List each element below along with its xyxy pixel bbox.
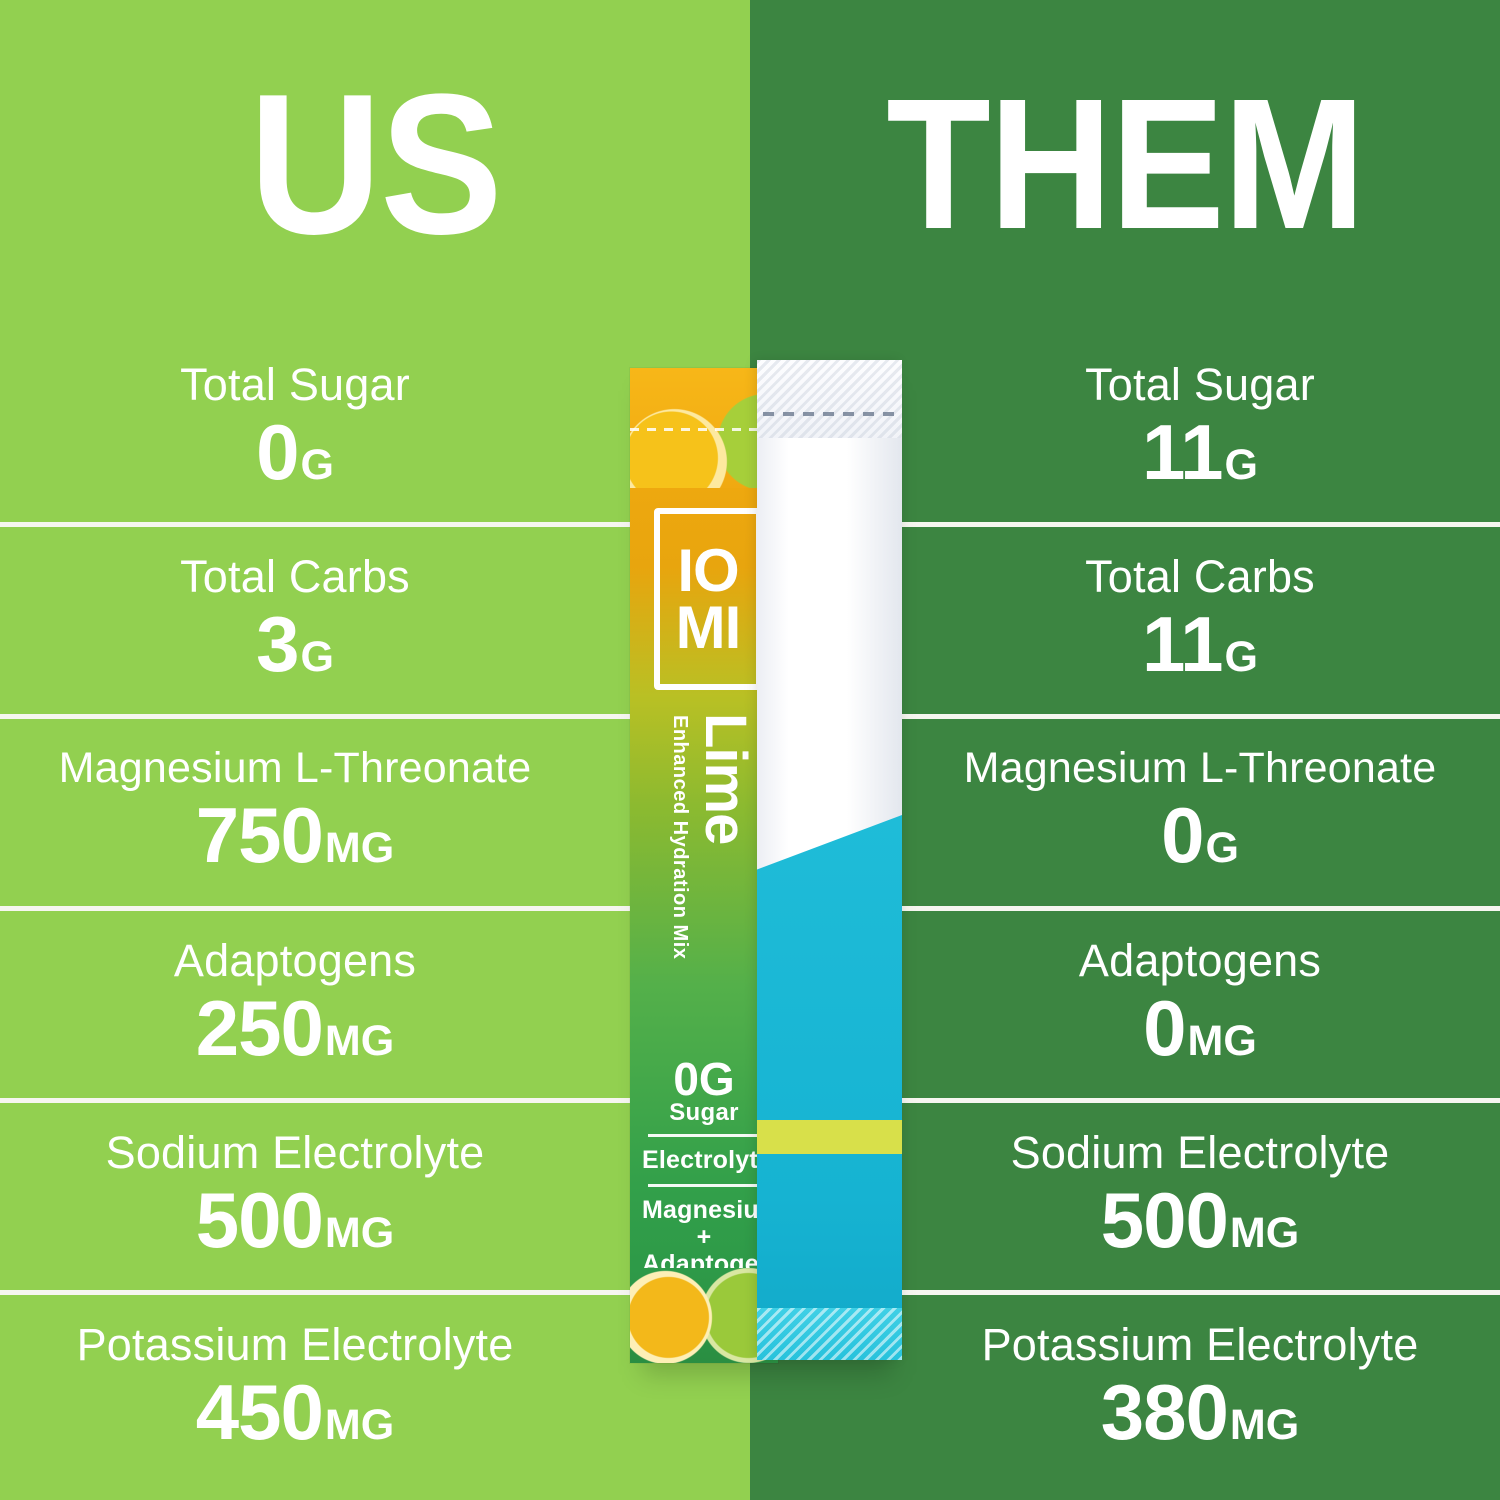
them-heading: THEM: [886, 61, 1365, 268]
us-row-adaptogens: Adaptogens 250 MG: [0, 906, 750, 1098]
packet-vertical-text: Enhanced Hydration Mix Lime: [669, 713, 778, 1043]
us-unit-total-sugar: G: [300, 440, 334, 489]
them-row-sodium: Sodium Electrolyte 500 MG: [750, 1098, 1500, 1290]
us-row-potassium: Potassium Electrolyte 450 MG: [0, 1290, 750, 1482]
us-label-total-sugar: Total Sugar: [180, 359, 410, 411]
us-column: US Total Sugar 0 G Total Carbs 3 G Magne…: [0, 53, 750, 1500]
packet-subtitle: Enhanced Hydration Mix: [669, 715, 691, 960]
them-rows: Total Sugar 11 G Total Carbs 11 G Magnes…: [750, 330, 1500, 1500]
them-column: THEM Total Sugar 11 G Total Carbs 11 G M…: [750, 0, 1500, 1500]
product-packets: IO MI Enhanced Hydration Mix Lime 0G Sug…: [612, 360, 902, 1375]
us-number-total-carbs: 3: [256, 599, 299, 688]
them-number-total-carbs: 11: [1142, 599, 1223, 688]
us-value-total-carbs: 3 G: [256, 605, 334, 683]
them-value-total-carbs: 11 G: [1142, 605, 1258, 683]
them-sachet-crimp-top: [757, 360, 902, 438]
us-product-sachet: IO MI Enhanced Hydration Mix Lime 0G Sug…: [630, 368, 778, 1363]
them-unit-total-carbs: G: [1224, 632, 1258, 681]
them-unit-total-sugar: G: [1224, 440, 1258, 489]
us-unit-potassium: MG: [324, 1400, 395, 1449]
packet-claim-zero-value: 0G: [673, 1053, 735, 1105]
us-label-sodium: Sodium Electrolyte: [105, 1127, 485, 1179]
us-number-sodium: 500: [195, 1175, 324, 1264]
us-value-sodium: 500 MG: [196, 1181, 394, 1259]
packet-flavor: Lime: [693, 713, 758, 845]
us-value-magnesium: 750 MG: [196, 796, 394, 874]
us-value-total-sugar: 0 G: [256, 413, 334, 491]
them-row-potassium: Potassium Electrolyte 380 MG: [750, 1290, 1500, 1482]
them-label-total-sugar: Total Sugar: [1085, 359, 1315, 411]
us-value-potassium: 450 MG: [196, 1373, 394, 1451]
us-label-total-carbs: Total Carbs: [180, 551, 410, 603]
them-value-adaptogens: 0 MG: [1143, 989, 1257, 1067]
them-number-adaptogens: 0: [1143, 983, 1186, 1072]
us-unit-adaptogens: MG: [324, 1016, 395, 1065]
us-heading: US: [249, 53, 503, 276]
them-unit-adaptogens: MG: [1187, 1016, 1257, 1065]
us-number-potassium: 450: [195, 1367, 324, 1456]
us-row-total-sugar: Total Sugar 0 G: [0, 330, 750, 522]
them-label-potassium: Potassium Electrolyte: [981, 1319, 1419, 1371]
them-label-magnesium: Magnesium L-Threonate: [963, 744, 1437, 793]
them-row-total-sugar: Total Sugar 11 G: [750, 330, 1500, 522]
them-unit-magnesium: G: [1205, 823, 1239, 872]
us-unit-sodium: MG: [324, 1208, 395, 1257]
brand-line-2: MI: [675, 594, 742, 661]
us-number-total-sugar: 0: [256, 407, 299, 496]
them-row-total-carbs: Total Carbs 11 G: [750, 522, 1500, 714]
them-sachet-yellow-stripe: [757, 1120, 902, 1154]
citrus-slice-bottom-image: [630, 1268, 778, 1363]
them-label-adaptogens: Adaptogens: [1078, 935, 1322, 987]
them-number-magnesium: 0: [1161, 790, 1204, 879]
them-row-adaptogens: Adaptogens 0 MG: [750, 906, 1500, 1098]
them-unit-potassium: MG: [1229, 1400, 1300, 1449]
them-sachet-blue-panel: [757, 815, 902, 1360]
them-unit-sodium: MG: [1229, 1208, 1300, 1257]
packet-claim-divider-2: [648, 1184, 760, 1188]
us-label-potassium: Potassium Electrolyte: [76, 1319, 514, 1371]
packet-claim-divider-1: [648, 1134, 760, 1138]
us-rows: Total Sugar 0 G Total Carbs 3 G Magnesiu…: [0, 330, 750, 1500]
us-row-magnesium: Magnesium L-Threonate 750 MG: [0, 714, 750, 906]
them-number-sodium: 500: [1100, 1175, 1229, 1264]
citrus-slice-top-image: [630, 368, 778, 488]
packet-claim-zero-sugar: 0G Sugar: [642, 1056, 766, 1126]
brand-line-1: IO: [677, 537, 739, 604]
them-number-total-sugar: 11: [1142, 407, 1223, 496]
them-value-potassium: 380 MG: [1101, 1373, 1299, 1451]
brand-logo: IO MI: [654, 508, 762, 690]
them-value-magnesium: 0 G: [1161, 796, 1239, 874]
us-unit-magnesium: MG: [324, 823, 395, 872]
them-label-sodium: Sodium Electrolyte: [1010, 1127, 1390, 1179]
them-sachet-crimp-bottom: [757, 1308, 902, 1360]
us-row-total-carbs: Total Carbs 3 G: [0, 522, 750, 714]
us-value-adaptogens: 250 MG: [196, 989, 394, 1067]
them-label-total-carbs: Total Carbs: [1085, 551, 1315, 603]
us-number-adaptogens: 250: [195, 983, 324, 1072]
them-value-sodium: 500 MG: [1101, 1181, 1299, 1259]
them-value-total-sugar: 11 G: [1142, 413, 1258, 491]
us-row-sodium: Sodium Electrolyte 500 MG: [0, 1098, 750, 1290]
us-label-adaptogens: Adaptogens: [173, 935, 417, 987]
packet-claim-magnesium: Magnesium: [642, 1196, 778, 1225]
packet-claim-electrolytes: Electrolytes: [642, 1146, 778, 1175]
us-number-magnesium: 750: [195, 790, 324, 879]
us-unit-total-carbs: G: [300, 632, 334, 681]
packet-claim-zero-label: Sugar: [669, 1098, 739, 1126]
us-label-magnesium: Magnesium L-Threonate: [58, 744, 532, 793]
them-product-sachet: [757, 360, 902, 1360]
them-row-magnesium: Magnesium L-Threonate 0 G: [750, 714, 1500, 906]
them-number-potassium: 380: [1100, 1367, 1229, 1456]
us-panel-background: [0, 0, 750, 1500]
